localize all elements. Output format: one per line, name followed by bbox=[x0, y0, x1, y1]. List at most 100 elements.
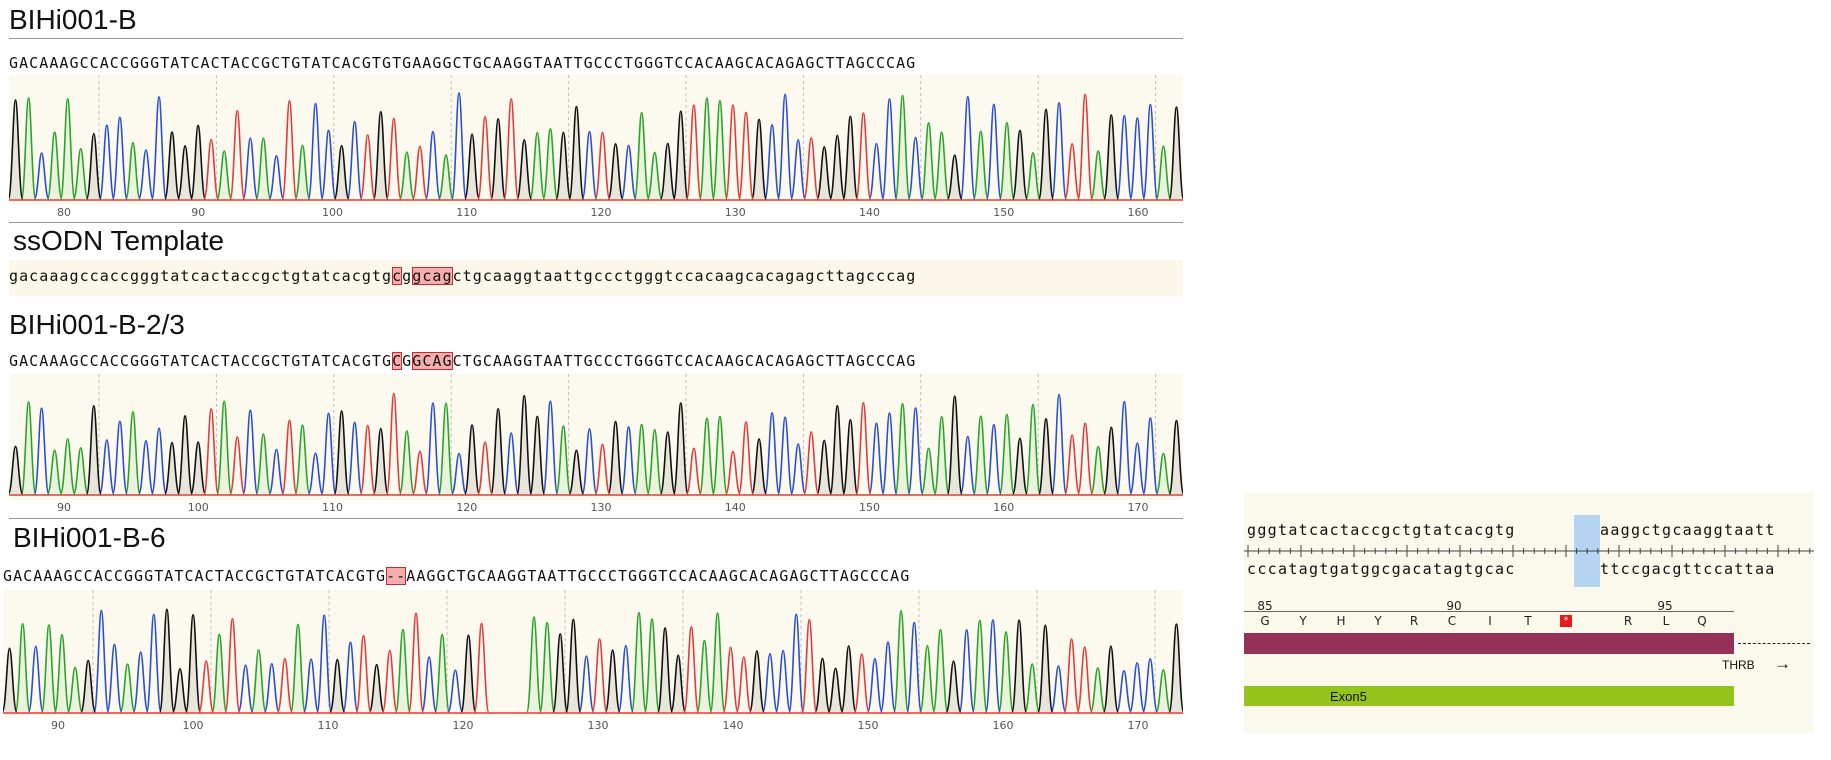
trace-peak-G bbox=[368, 663, 385, 713]
trace-peak-C bbox=[959, 95, 976, 200]
gene-direction-arrow: → bbox=[1774, 654, 1791, 673]
stop-codon-marker: * bbox=[1560, 615, 1572, 627]
trace-peak-T bbox=[411, 450, 428, 495]
trace-peak-T bbox=[735, 656, 752, 713]
trace-peak-G bbox=[1038, 108, 1054, 200]
trace-peak-C bbox=[447, 669, 464, 713]
trace-peak-A bbox=[289, 623, 307, 713]
ruler bbox=[1244, 545, 1814, 557]
trace-peak-G bbox=[9, 99, 24, 200]
trace-peak-C bbox=[1116, 114, 1133, 200]
trace-peak-A bbox=[211, 633, 228, 713]
edit-highlight: C bbox=[392, 352, 403, 370]
trace-peak-T bbox=[198, 660, 215, 713]
amino-acid: C bbox=[1447, 614, 1457, 628]
axis-tick-label: 100 bbox=[322, 206, 343, 219]
panel-2-bottom-divider bbox=[9, 518, 1183, 519]
trace-peak-C bbox=[307, 452, 324, 495]
trace-peak-G bbox=[516, 139, 533, 200]
trace-peak-A bbox=[434, 633, 451, 713]
amino-acid: G bbox=[1260, 614, 1270, 628]
trace-peak-A bbox=[933, 415, 950, 495]
panel-1-divider bbox=[9, 38, 1183, 39]
trace-peak-G bbox=[659, 431, 676, 495]
axis-tick-label: 140 bbox=[859, 206, 880, 219]
trace-peak-C bbox=[33, 407, 50, 495]
edit-highlight: GCAG bbox=[412, 352, 453, 370]
axis-tick-label: 110 bbox=[317, 719, 339, 732]
amino-acid: Y bbox=[1374, 614, 1382, 628]
trace-peak-T bbox=[1077, 422, 1094, 495]
top-strand-left: gggtatcactaccgctgtatcacgtg bbox=[1247, 521, 1516, 539]
panel-3-axis: 90 100 110 120 130 140 150 160 170 bbox=[3, 719, 1183, 737]
trace-peak-T bbox=[276, 657, 293, 713]
trace-peak-C bbox=[985, 103, 1002, 200]
trace-peak-C bbox=[868, 142, 885, 200]
trace-peak-G bbox=[372, 110, 389, 200]
trace-peak-T bbox=[855, 401, 872, 495]
trace-peak-G bbox=[164, 131, 181, 200]
trace-peak-C bbox=[421, 656, 438, 713]
axis-tick-label: 140 bbox=[722, 719, 744, 732]
trace-peak-G bbox=[1103, 114, 1120, 200]
template-sequence: gacaaagccaccgggtatcactaccgctgtatcacgtgcg… bbox=[9, 267, 917, 285]
panel-2-chromatogram bbox=[9, 374, 1183, 500]
trace-peak-G bbox=[177, 414, 194, 495]
panel-2-axis: 90 100 110 120 130 140 150 160 170 bbox=[9, 501, 1183, 519]
trace-peak-G bbox=[748, 650, 765, 713]
trace-peak-A bbox=[53, 634, 71, 713]
trace-peak-C bbox=[346, 121, 363, 200]
trace-peak-C bbox=[242, 409, 259, 495]
trace-peak-C bbox=[346, 421, 363, 495]
trace-peak-C bbox=[268, 154, 285, 200]
trace-peak-G bbox=[490, 407, 507, 495]
trace-peak-C bbox=[151, 427, 167, 495]
axis-tick-label: 160 bbox=[993, 501, 1015, 514]
trace-peak-C bbox=[1050, 665, 1067, 713]
trace-peak-A bbox=[633, 423, 650, 495]
trace-peak-C bbox=[761, 653, 779, 713]
trace-peak-C bbox=[907, 136, 924, 200]
trace-peak-C bbox=[320, 129, 337, 200]
trace-peak-A bbox=[894, 402, 911, 495]
trace-peak-A bbox=[698, 417, 715, 495]
trace-peak-C bbox=[578, 655, 595, 713]
trace-peak-G bbox=[329, 658, 346, 713]
trace-peak-G bbox=[464, 133, 481, 200]
trace-peak-C bbox=[1142, 103, 1159, 200]
trace-peak-G bbox=[840, 645, 857, 713]
trace-peak-A bbox=[294, 424, 311, 495]
trace-peak-G bbox=[1011, 437, 1028, 495]
trace-peak-C bbox=[93, 609, 110, 713]
axis-tick-label: 90 bbox=[51, 719, 65, 732]
trace-peak-G bbox=[85, 404, 102, 495]
trace-peak-C bbox=[145, 613, 162, 713]
amino-acid: Y bbox=[1299, 614, 1307, 628]
trace-peak-A bbox=[539, 621, 556, 713]
trace-peak-T bbox=[855, 112, 872, 200]
trace-peak-G bbox=[565, 618, 582, 713]
trace-peak-A bbox=[919, 644, 936, 713]
trace-peak-T bbox=[203, 408, 220, 495]
trace-peak-G bbox=[9, 445, 24, 495]
trace-peak-T bbox=[853, 653, 870, 713]
trace-peak-G bbox=[1168, 419, 1183, 495]
trace-peak-G bbox=[333, 144, 350, 200]
trace-peak-C bbox=[985, 423, 1002, 495]
axis-tick-label: 120 bbox=[456, 501, 478, 514]
trace-peak-T bbox=[473, 622, 490, 713]
trace-peak-A bbox=[72, 446, 89, 495]
trace-peak-C bbox=[1142, 658, 1159, 713]
trace-peak-G bbox=[1011, 129, 1028, 200]
trace-peak-C bbox=[268, 448, 285, 495]
axis-tick-label: 120 bbox=[452, 719, 474, 732]
trace-peak-G bbox=[1103, 426, 1120, 495]
trace-peak-A bbox=[46, 449, 63, 495]
panel-3-sequence: GACAAAGCCACCGGGTATCACTACCGCTGTATCACGTG--… bbox=[3, 567, 911, 585]
trace-peak-G bbox=[516, 394, 533, 495]
trace-peak-G bbox=[552, 633, 569, 713]
trace-peak-C bbox=[620, 426, 637, 495]
trace-peak-A bbox=[920, 122, 937, 200]
trace-peak-A bbox=[59, 98, 76, 200]
trace-peak-A bbox=[119, 663, 136, 713]
